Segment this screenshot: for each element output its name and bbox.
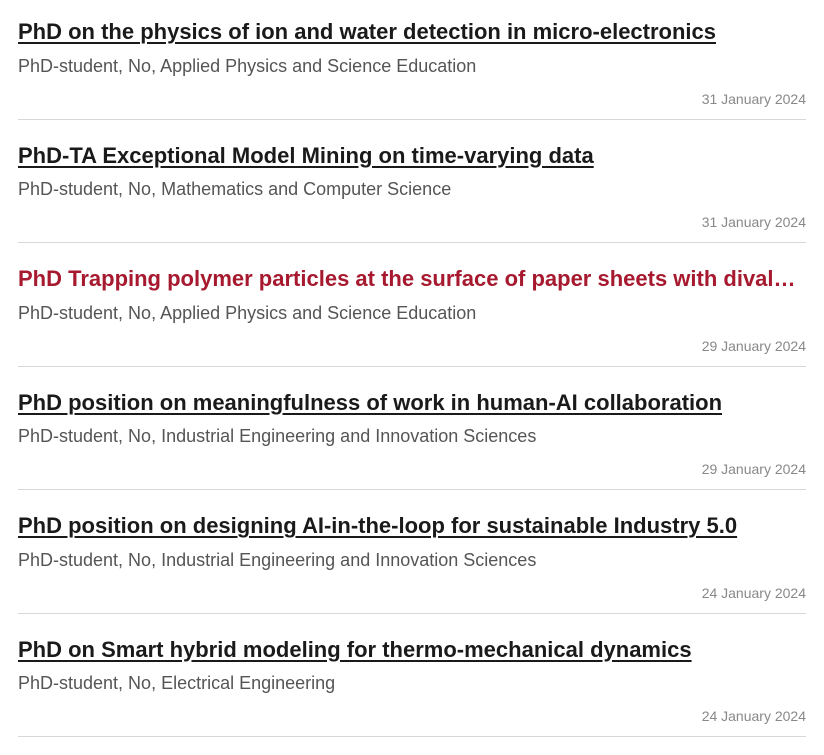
job-meta: PhD-student, No, Electrical Engineering bbox=[18, 673, 806, 694]
job-date: 31 January 2024 bbox=[18, 91, 806, 107]
job-title-link[interactable]: PhD position on designing AI-in-the-loop… bbox=[18, 512, 737, 540]
job-title-link[interactable]: PhD position on meaningfulness of work i… bbox=[18, 389, 722, 417]
job-listing: PhD on the physics of ion and water dete… bbox=[18, 18, 806, 120]
job-meta: PhD-student, No, Applied Physics and Sci… bbox=[18, 56, 806, 77]
job-date: 24 January 2024 bbox=[18, 708, 806, 724]
job-date: 31 January 2024 bbox=[18, 214, 806, 230]
job-date: 29 January 2024 bbox=[18, 461, 806, 477]
job-meta: PhD-student, No, Mathematics and Compute… bbox=[18, 179, 806, 200]
job-title-link[interactable]: PhD on Smart hybrid modeling for thermo-… bbox=[18, 636, 692, 664]
job-title-link[interactable]: PhD Trapping polymer particles at the su… bbox=[18, 265, 796, 293]
job-date: 24 January 2024 bbox=[18, 585, 806, 601]
job-listings: PhD on the physics of ion and water dete… bbox=[18, 18, 806, 737]
job-listing: PhD on Smart hybrid modeling for thermo-… bbox=[18, 636, 806, 738]
job-meta: PhD-student, No, Applied Physics and Sci… bbox=[18, 303, 806, 324]
job-listing: PhD-TA Exceptional Model Mining on time-… bbox=[18, 142, 806, 244]
job-meta: PhD-student, No, Industrial Engineering … bbox=[18, 550, 806, 571]
job-date: 29 January 2024 bbox=[18, 338, 806, 354]
job-meta: PhD-student, No, Industrial Engineering … bbox=[18, 426, 806, 447]
job-listing: PhD position on designing AI-in-the-loop… bbox=[18, 512, 806, 614]
job-listing: PhD position on meaningfulness of work i… bbox=[18, 389, 806, 491]
job-title-link[interactable]: PhD-TA Exceptional Model Mining on time-… bbox=[18, 142, 594, 170]
job-listing: PhD Trapping polymer particles at the su… bbox=[18, 265, 806, 367]
job-title-link[interactable]: PhD on the physics of ion and water dete… bbox=[18, 18, 716, 46]
